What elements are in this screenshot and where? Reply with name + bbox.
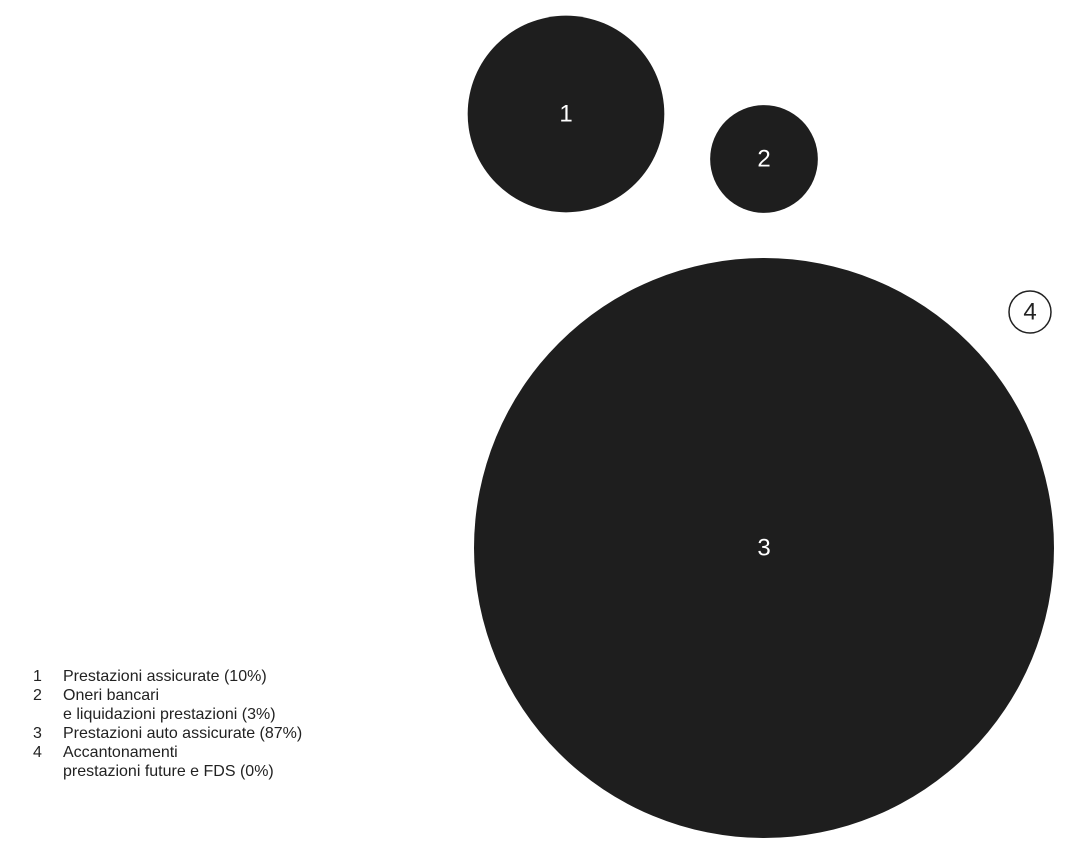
bubble-label: 4 bbox=[1023, 299, 1036, 326]
legend-item-3: 3 Prestazioni auto assicurate (87%) bbox=[33, 724, 302, 743]
legend-item-2: 2 Oneri bancari e liquidazioni prestazio… bbox=[33, 686, 302, 724]
legend-label: Prestazioni assicurate (10%) bbox=[63, 668, 267, 685]
bubble-circle bbox=[710, 105, 818, 213]
legend-item-1: 1 Prestazioni assicurate (10%) bbox=[33, 667, 302, 686]
bubble-circle bbox=[467, 15, 665, 213]
bubble-circle bbox=[474, 258, 1054, 838]
legend-number: 3 bbox=[33, 725, 42, 742]
legend-number: 2 bbox=[33, 687, 42, 704]
bubble-4: 4 bbox=[1008, 290, 1052, 334]
bubble-circle bbox=[1008, 290, 1052, 334]
bubble-label: 2 bbox=[757, 146, 770, 173]
legend-label: Accantonamenti prestazioni future e FDS … bbox=[63, 744, 274, 780]
legend-label: Oneri bancari e liquidazioni prestazioni… bbox=[63, 687, 276, 723]
bubble-3: 3 bbox=[474, 258, 1054, 838]
legend-label: Prestazioni auto assicurate (87%) bbox=[63, 725, 303, 742]
bubble-2: 2 bbox=[710, 105, 818, 213]
bubble-label: 3 bbox=[757, 535, 770, 562]
legend: 1 Prestazioni assicurate (10%) 2 Oneri b… bbox=[33, 667, 302, 781]
legend-item-4: 4 Accantonamenti prestazioni future e FD… bbox=[33, 743, 302, 781]
legend-number: 1 bbox=[33, 668, 42, 685]
bubble-label: 1 bbox=[559, 101, 572, 128]
bubble-1: 1 bbox=[467, 15, 665, 213]
legend-number: 4 bbox=[33, 744, 42, 761]
